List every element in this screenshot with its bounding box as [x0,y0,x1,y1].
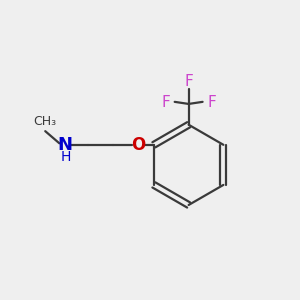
Text: N: N [57,136,72,154]
Text: F: F [184,74,193,89]
Text: H: H [61,150,71,164]
Text: F: F [207,95,216,110]
Text: O: O [131,136,146,154]
Text: F: F [161,95,170,110]
Text: CH₃: CH₃ [34,115,57,128]
